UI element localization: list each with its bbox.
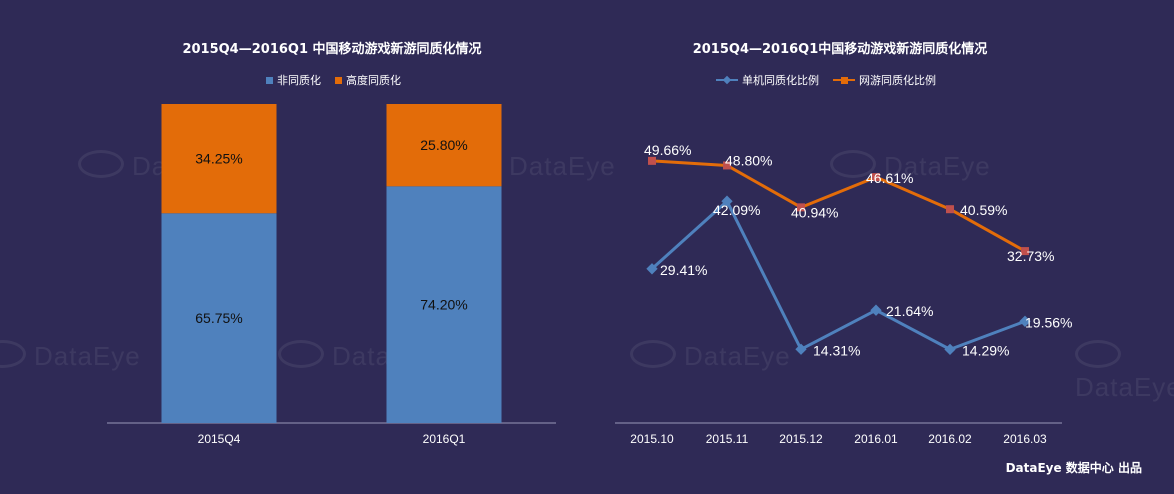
data-point-marker	[946, 205, 954, 214]
data-label: 48.80%	[725, 152, 772, 168]
data-label: 34.25%	[195, 151, 242, 167]
legend-swatch	[833, 76, 855, 84]
x-tick-label: 2015.12	[779, 432, 823, 446]
right-chart-title: 2015Q4—2016Q1中国移动游戏新游同质化情况	[692, 42, 988, 57]
bar-segment	[161, 213, 277, 423]
data-point-marker	[797, 203, 805, 212]
left-chart-title: 2015Q4—2016Q1 中国移动游戏新游同质化情况	[182, 42, 482, 57]
series-line	[650, 199, 1026, 351]
data-point-marker	[648, 156, 656, 165]
bar-segment	[386, 104, 502, 187]
x-tick-label: 2016.01	[854, 432, 898, 446]
data-label: 46.61%	[866, 170, 913, 186]
footer-credit: DataEye 数据中心 出品	[1005, 461, 1142, 475]
data-label: 40.59%	[960, 202, 1007, 218]
data-point-marker	[721, 195, 733, 207]
data-label: 74.20%	[420, 297, 467, 313]
x-tick-label: 2016.03	[1003, 432, 1047, 446]
data-point-marker	[1021, 247, 1029, 256]
legend-label: 高度同质化	[346, 74, 401, 87]
legend-item: 网游同质化比例	[833, 72, 936, 88]
legend-swatch	[716, 76, 738, 84]
legend-item: 高度同质化	[335, 72, 401, 88]
data-label: 19.56%	[1025, 314, 1072, 330]
data-label: 14.31%	[813, 342, 860, 358]
bar-segment	[161, 104, 277, 214]
data-point-marker	[1019, 315, 1031, 327]
x-tick-label: 2015Q4	[198, 432, 241, 446]
x-tick-label: 2015.11	[706, 432, 749, 446]
right-chart-legend: 单机同质化比例 网游同质化比例	[716, 72, 936, 88]
data-label: 40.94%	[791, 204, 838, 220]
x-tick-label: 2016.02	[928, 432, 972, 446]
x-tick-label: 2016Q1	[423, 432, 466, 446]
data-point-marker	[870, 304, 882, 316]
data-label: 21.64%	[886, 303, 933, 319]
data-point-marker	[795, 343, 807, 355]
series-line	[651, 159, 1026, 253]
bar-segment	[386, 186, 502, 423]
data-label: 49.66%	[644, 142, 691, 158]
legend-swatch	[266, 76, 273, 84]
data-point-marker	[944, 343, 956, 356]
legend-item: 单机同质化比例	[716, 72, 819, 88]
data-point-marker	[872, 173, 880, 182]
legend-label: 单机同质化比例	[742, 74, 819, 87]
data-label: 14.29%	[962, 342, 1009, 358]
legend-swatch	[335, 76, 342, 84]
left-chart-legend: 非同质化 高度同质化	[266, 72, 401, 88]
data-label: 65.75%	[195, 310, 242, 326]
data-label: 32.73%	[1007, 248, 1054, 264]
legend-item: 非同质化	[266, 72, 321, 88]
data-point-marker	[723, 161, 731, 170]
data-label: 42.09%	[713, 202, 760, 218]
data-point-marker	[646, 263, 658, 275]
legend-label: 非同质化	[277, 74, 321, 87]
legend-label: 网游同质化比例	[859, 74, 936, 87]
data-label: 29.41%	[660, 262, 707, 278]
data-label: 25.80%	[420, 137, 467, 153]
x-tick-label: 2015.10	[630, 432, 674, 446]
